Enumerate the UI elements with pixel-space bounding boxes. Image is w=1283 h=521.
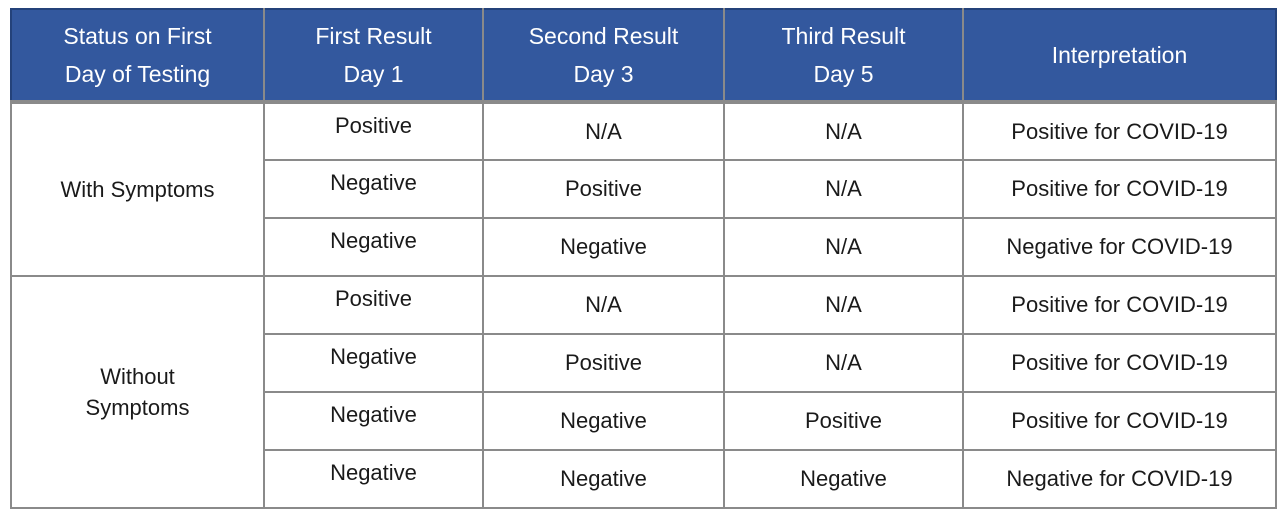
header-line: Status on First (63, 22, 212, 49)
header-cell-second-result: Second Result Day 3 (482, 8, 725, 104)
header-line: First Result (315, 22, 432, 49)
cell-interpretation: Positive for COVID-19 (962, 333, 1277, 393)
header-cell-first-result: First Result Day 1 (263, 8, 484, 104)
cell-second-result: Positive (482, 333, 725, 393)
header-line: Third Result (781, 22, 906, 49)
header-cell-interpretation: Interpretation (962, 8, 1277, 104)
cell-interpretation: Positive for COVID-19 (962, 391, 1277, 451)
cell-interpretation: Negative for COVID-19 (962, 217, 1277, 277)
covid-test-interpretation-table: Status on First Day of Testing First Res… (10, 8, 1277, 509)
cell-third-result: Positive (723, 391, 964, 451)
cell-second-result: N/A (482, 275, 725, 335)
header-cell-third-result: Third Result Day 5 (723, 8, 964, 104)
cell-interpretation: Positive for COVID-19 (962, 275, 1277, 335)
cell-second-result: Positive (482, 159, 725, 219)
header-row: Status on First Day of Testing First Res… (10, 8, 1277, 104)
cell-interpretation: Negative for COVID-19 (962, 449, 1277, 509)
cell-first-result: Negative (263, 449, 484, 509)
cell-second-result: N/A (482, 101, 725, 161)
cell-third-result: N/A (723, 101, 964, 161)
cell-third-result: N/A (723, 275, 964, 335)
group-label-line: Without (100, 364, 175, 389)
header-line: Day 1 (343, 60, 404, 87)
cell-first-result: Negative (263, 333, 484, 393)
cell-first-result: Positive (263, 101, 484, 161)
cell-interpretation: Positive for COVID-19 (962, 101, 1277, 161)
cell-second-result: Negative (482, 449, 725, 509)
cell-interpretation: Positive for COVID-19 (962, 159, 1277, 219)
cell-third-result: N/A (723, 217, 964, 277)
header-line: Second Result (528, 22, 679, 49)
cell-first-result: Negative (263, 217, 484, 277)
cell-second-result: Negative (482, 217, 725, 277)
table-row: Without Symptoms Positive N/A N/A Positi… (10, 275, 1277, 509)
group-label-line: With Symptoms (60, 177, 215, 202)
cell-first-result: Positive (263, 275, 484, 335)
table-row: Negative Positive N/A Positive for COVID… (11, 333, 1277, 393)
table-row: Negative Negative Positive Positive for … (11, 391, 1277, 451)
cell-second-result: Negative (482, 391, 725, 451)
cell-third-result: Negative (723, 449, 964, 509)
group-cell-without-symptoms: Without Symptoms (10, 275, 265, 509)
header-line: Day 5 (813, 60, 874, 87)
table-row: Negative Negative N/A Negative for COVID… (11, 217, 1277, 277)
cell-first-result: Negative (263, 391, 484, 451)
cell-third-result: N/A (723, 333, 964, 393)
header-line: Day of Testing (64, 60, 211, 87)
cell-third-result: N/A (723, 159, 964, 219)
table-row: With Symptoms Positive N/A N/A Positive … (10, 101, 1277, 277)
group-label-line: Symptoms (85, 395, 190, 420)
table-row: Negative Negative Negative Negative for … (11, 449, 1277, 509)
header-line: Day 3 (573, 60, 634, 87)
cell-first-result: Negative (263, 159, 484, 219)
header-line: Interpretation (1051, 41, 1188, 68)
table-row: Negative Positive N/A Positive for COVID… (11, 159, 1277, 219)
header-cell-status: Status on First Day of Testing (10, 8, 265, 104)
group-cell-with-symptoms: With Symptoms (10, 101, 265, 277)
